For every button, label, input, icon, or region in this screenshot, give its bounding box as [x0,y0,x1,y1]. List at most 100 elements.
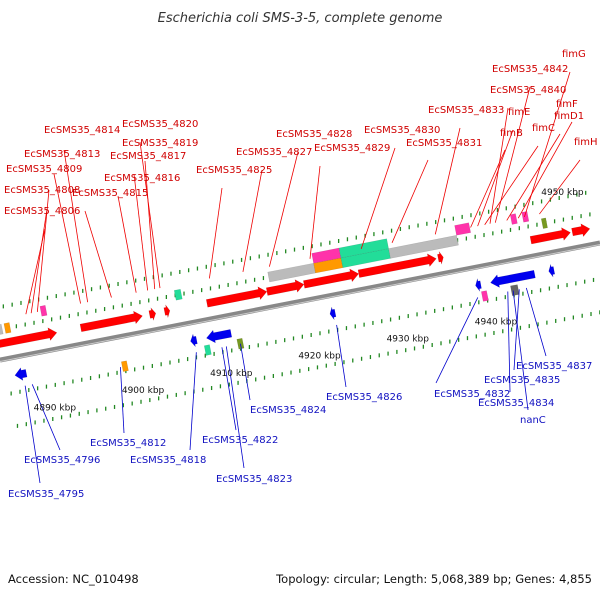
scale-tick [11,302,13,307]
scale-tick [492,231,494,236]
gene-labels: EcSMS35_4806 EcSMS35_4808 EcSMS35_4809 EcSM… [4,49,598,500]
scale-tick [352,358,354,363]
scale-tick [495,296,498,301]
scale-tick [126,280,128,285]
scale-tick [192,289,194,294]
scale-tick [325,363,327,368]
scale-tick [381,319,383,324]
forward-gene-label: EcSMS35_4828 [276,129,352,140]
scale-tick [343,360,345,365]
scale-tick [166,394,169,399]
scale-tick [266,341,268,346]
reverse-gene-label: EcSMS35_4823 [216,474,292,485]
scale-tick [240,257,243,262]
forward-leader-line [506,133,561,221]
scale-tick [117,282,119,287]
scale-tick [425,310,427,315]
scale-tick [431,343,433,348]
scale-tick [45,384,48,389]
scale-tick [122,403,125,408]
scale-tick [99,285,102,290]
scale-tick [398,315,401,320]
scale-tick [43,418,45,423]
scale-tick [160,362,162,367]
forward-gene-label: fimG [562,49,586,60]
forward-gene-label: EcSMS35_4815 [72,188,148,199]
scale-tick [369,355,372,360]
forward-gene-label: EcSMS35_4831 [406,138,482,149]
scale-tick [98,374,101,379]
forward-gene-arrow [437,251,444,265]
forward-leader-line [524,71,571,218]
scale-tick [2,304,4,309]
scale-tick [527,224,529,229]
scale-tick [236,281,238,286]
forward-gene-label: EcSMS35_4827 [236,147,312,158]
scale-tick [417,223,419,228]
forward-gene-feature [521,211,530,223]
forward-leader-line [494,86,531,223]
scale-tick [461,214,463,219]
forward-leader-line [84,210,112,298]
scale-label: 4950 kbp [541,188,584,198]
forward-gene-arrow [148,306,157,322]
reverse-gene-feature [481,290,489,302]
scale-tick [195,355,198,360]
scale-tick [20,300,22,305]
forward-gene-feature [338,238,389,259]
scale-tick [558,195,560,200]
scale-tick [77,312,79,317]
scale-tick [479,211,481,216]
forward-gene-label: fimB [500,128,523,139]
scale-tick [452,216,454,221]
scale-tick [140,399,142,404]
scale-tick [416,312,418,317]
scale-tick [59,315,62,320]
scale-tick [308,367,310,372]
reverse-leader-line [435,297,479,384]
scale-tick [156,296,159,301]
scale-tick [518,226,520,231]
scale-tick [34,420,36,425]
scale-tick [285,249,287,254]
scale-tick [103,307,106,312]
scale-tick [255,377,257,382]
scale-tick [399,226,402,231]
scale-tick [373,232,375,237]
scale-tick [346,237,349,242]
scale-tick [112,305,115,310]
scale-tick [151,363,153,368]
scale-tick [139,300,141,305]
scale-tick [553,219,556,224]
scale-tick [310,332,312,337]
scale-tick [474,234,476,239]
scale-tick [64,292,66,297]
scale-tick [170,271,172,276]
scale-label: 4890 kbp [34,403,77,413]
forward-leader-line [63,149,89,303]
forward-gene-feature [388,235,459,259]
scale-tick [466,336,469,341]
reverse-gene-label: EcSMS35_4822 [202,435,278,446]
scale-tick [121,303,123,308]
scale-label: 4940 kbp [475,317,518,327]
forward-gene-feature [39,305,48,317]
scale-tick [28,388,30,393]
scale-tick [302,245,304,250]
forward-gene-feature [540,217,548,229]
scale-tick [125,369,127,374]
reverse-leader-line [31,384,61,451]
scale-tick [60,415,63,420]
scale-tick [405,348,407,353]
scale-tick [73,290,75,295]
scale-tick [258,254,260,259]
scale-tick [214,263,216,268]
scale-tick [442,307,445,312]
scale-tick [68,313,70,318]
scale-tick [158,396,160,401]
forward-leader-line [209,187,223,279]
scale-tick [328,329,330,334]
scale-tick [382,230,384,235]
reverse-gene-feature [121,360,129,372]
scale-tick [555,318,557,323]
